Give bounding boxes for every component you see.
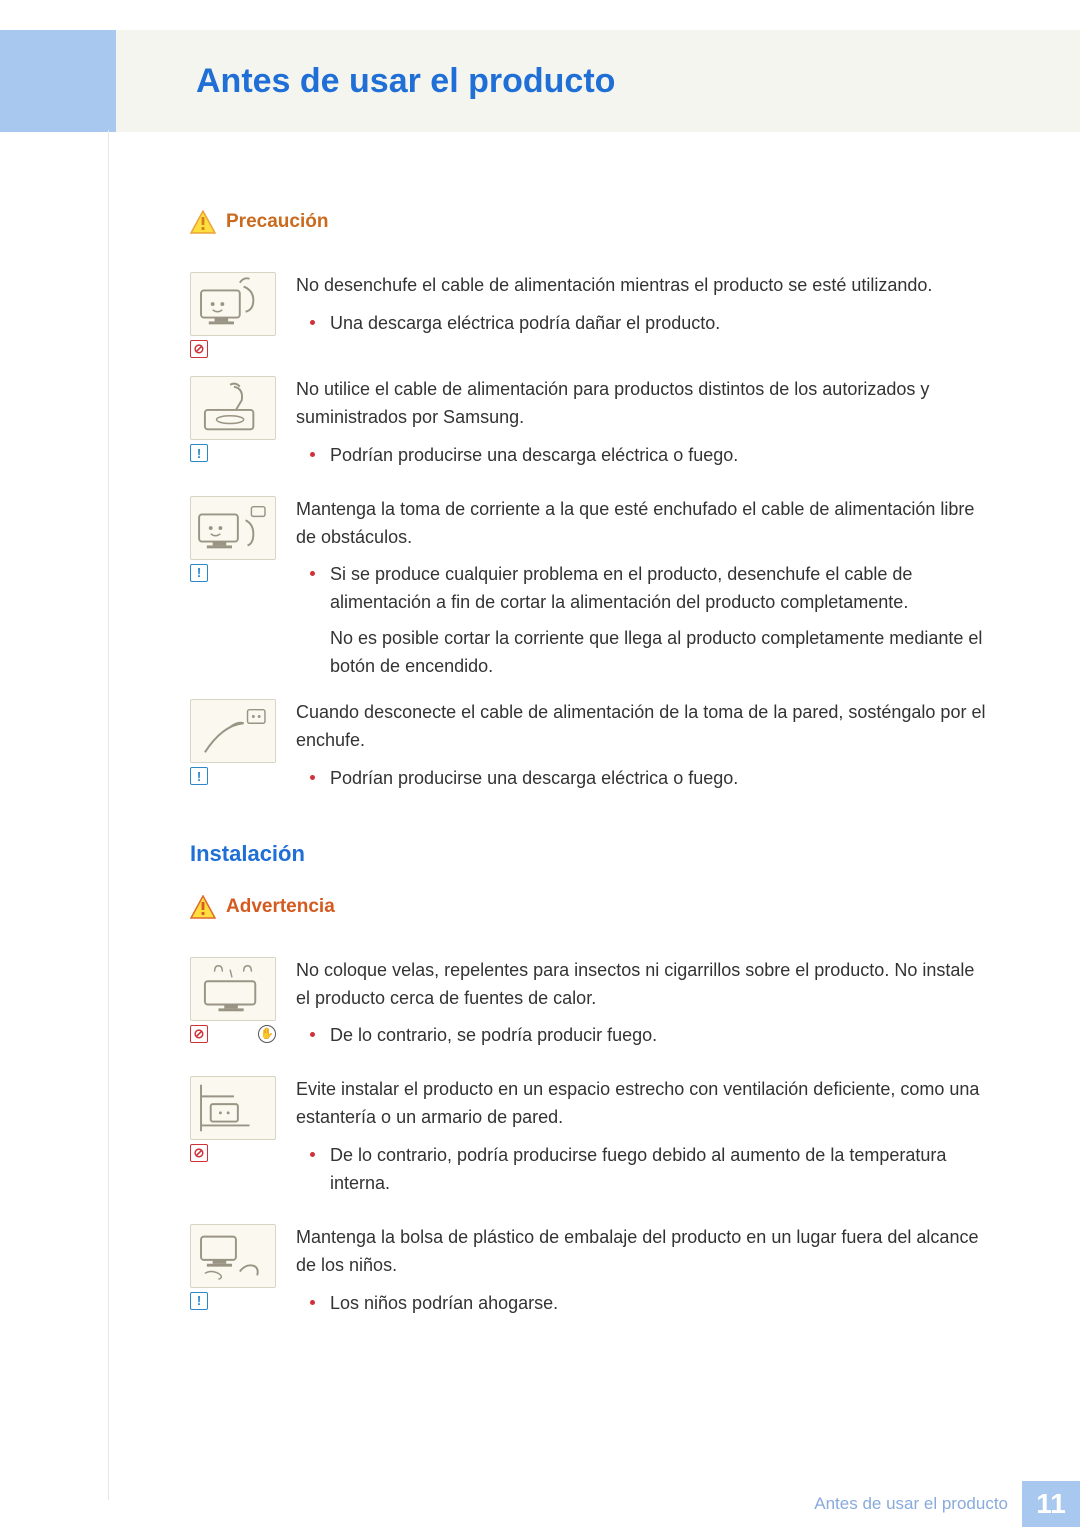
item-bullet: De lo contrario, podría producirse fuego… (330, 1142, 990, 1198)
caution-triangle-icon (190, 210, 216, 234)
precaution-item: ! Mantenga la toma de corriente a la que… (190, 496, 990, 681)
installation-section-title: Instalación (190, 841, 990, 867)
page-title: Antes de usar el producto (196, 62, 615, 101)
item-lead: No coloque velas, repelentes para insect… (296, 957, 990, 1013)
item-bullet: Los niños podrían ahogarse. (330, 1290, 990, 1318)
left-accent-bar (0, 30, 116, 132)
warning-heading: Advertencia (190, 895, 990, 919)
thumbnail-illustration (190, 376, 276, 440)
thumbnail: ! (190, 376, 276, 462)
item-bullet: Podrían producirse una descarga eléctric… (330, 442, 990, 470)
warning-item: ⊘ ✋ No coloque velas, repelentes para in… (190, 957, 990, 1059)
thumbnail: ⊘ (190, 1076, 276, 1162)
info-icon: ! (190, 1292, 208, 1310)
thumbnail-illustration (190, 1224, 276, 1288)
item-lead: Mantenga la bolsa de plástico de embalaj… (296, 1224, 990, 1280)
warning-label: Advertencia (226, 896, 335, 918)
precaution-item: ! Cuando desconecte el cable de alimenta… (190, 699, 990, 801)
item-note: No es posible cortar la corriente que ll… (296, 625, 990, 681)
item-bullet: Podrían producirse una descarga eléctric… (330, 765, 990, 793)
item-lead: Mantenga la toma de corriente a la que e… (296, 496, 990, 552)
item-bullet: De lo contrario, se podría producir fueg… (330, 1022, 990, 1050)
precaution-item: ! No utilice el cable de alimentación pa… (190, 376, 990, 478)
warning-triangle-icon (190, 895, 216, 919)
footer: Antes de usar el producto 11 (116, 1481, 1080, 1527)
item-lead: Evite instalar el producto en un espacio… (296, 1076, 990, 1132)
thumbnail-illustration (190, 1076, 276, 1140)
content-region: Precaución ⊘ No desenchufe el cable de a… (190, 210, 990, 1344)
info-icon: ! (190, 564, 208, 582)
item-bullet: Una descarga eléctrica podría dañar el p… (330, 310, 990, 338)
precaution-heading: Precaución (190, 210, 990, 234)
prohibit-icon: ⊘ (190, 340, 208, 358)
prohibit-icon: ⊘ (190, 1144, 208, 1162)
thumbnail-illustration (190, 272, 276, 336)
info-icon: ! (190, 444, 208, 462)
footer-section-text: Antes de usar el producto (814, 1494, 1008, 1514)
item-lead: No utilice el cable de alimentación para… (296, 376, 990, 432)
item-bullet: Si se produce cualquier problema en el p… (330, 561, 990, 617)
precaution-item: ⊘ No desenchufe el cable de alimentación… (190, 272, 990, 358)
info-icon: ! (190, 767, 208, 785)
thumbnail-illustration (190, 957, 276, 1021)
item-lead: No desenchufe el cable de alimentación m… (296, 272, 990, 300)
left-rule (108, 130, 109, 1500)
thumbnail-illustration (190, 699, 276, 763)
thumbnail: ! (190, 1224, 276, 1310)
item-lead: Cuando desconecte el cable de alimentaci… (296, 699, 990, 755)
thumbnail: ! (190, 699, 276, 785)
warning-item: ⊘ Evite instalar el producto en un espac… (190, 1076, 990, 1206)
no-touch-icon: ✋ (258, 1025, 276, 1043)
thumbnail: ⊘ ✋ (190, 957, 276, 1043)
precaution-label: Precaución (226, 211, 328, 233)
thumbnail: ⊘ (190, 272, 276, 358)
thumbnail-illustration (190, 496, 276, 560)
footer-page-number: 11 (1022, 1481, 1080, 1527)
prohibit-icon: ⊘ (190, 1025, 208, 1043)
thumbnail: ! (190, 496, 276, 582)
header-bar: Antes de usar el producto (116, 30, 1080, 132)
warning-item: ! Mantenga la bolsa de plástico de embal… (190, 1224, 990, 1326)
